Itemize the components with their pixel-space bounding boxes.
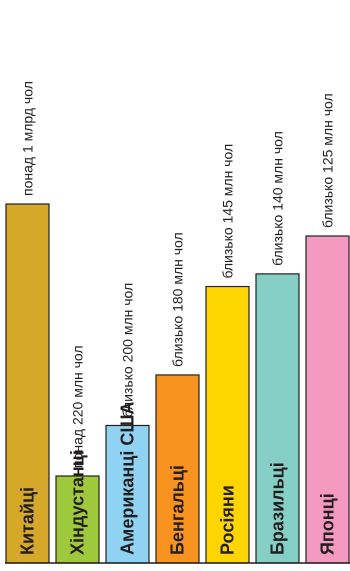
bar-label-5: Бразильці bbox=[268, 462, 288, 555]
bar-4 bbox=[205, 285, 250, 564]
bar-label-4: Росіяни bbox=[218, 485, 238, 555]
population-label-4: близько 145 млн чол bbox=[220, 144, 236, 279]
bar-label-0: Китайці bbox=[18, 487, 38, 555]
population-label-1: понад 220 млн чол bbox=[70, 345, 86, 468]
population-label-6: близько 125 млн чол bbox=[320, 93, 336, 228]
bar-5 bbox=[255, 273, 300, 564]
population-label-0: понад 1 млрд чол bbox=[20, 81, 36, 196]
bar-label-2: Американці США bbox=[118, 402, 138, 555]
population-label-2: близько 200 млн чол bbox=[120, 283, 136, 418]
population-label-5: близько 140 млн чол bbox=[270, 131, 286, 266]
bar-label-3: Бенгальці bbox=[168, 465, 188, 555]
bar-6 bbox=[305, 235, 350, 564]
bar-0 bbox=[5, 203, 50, 564]
population-label-3: близько 180 млн чол bbox=[170, 232, 186, 367]
bar-label-1: Хіндустанці bbox=[68, 450, 88, 555]
bar-3 bbox=[155, 374, 200, 564]
bar-label-6: Японці bbox=[318, 493, 338, 555]
bar-1 bbox=[55, 475, 100, 564]
bar-2 bbox=[105, 424, 150, 564]
